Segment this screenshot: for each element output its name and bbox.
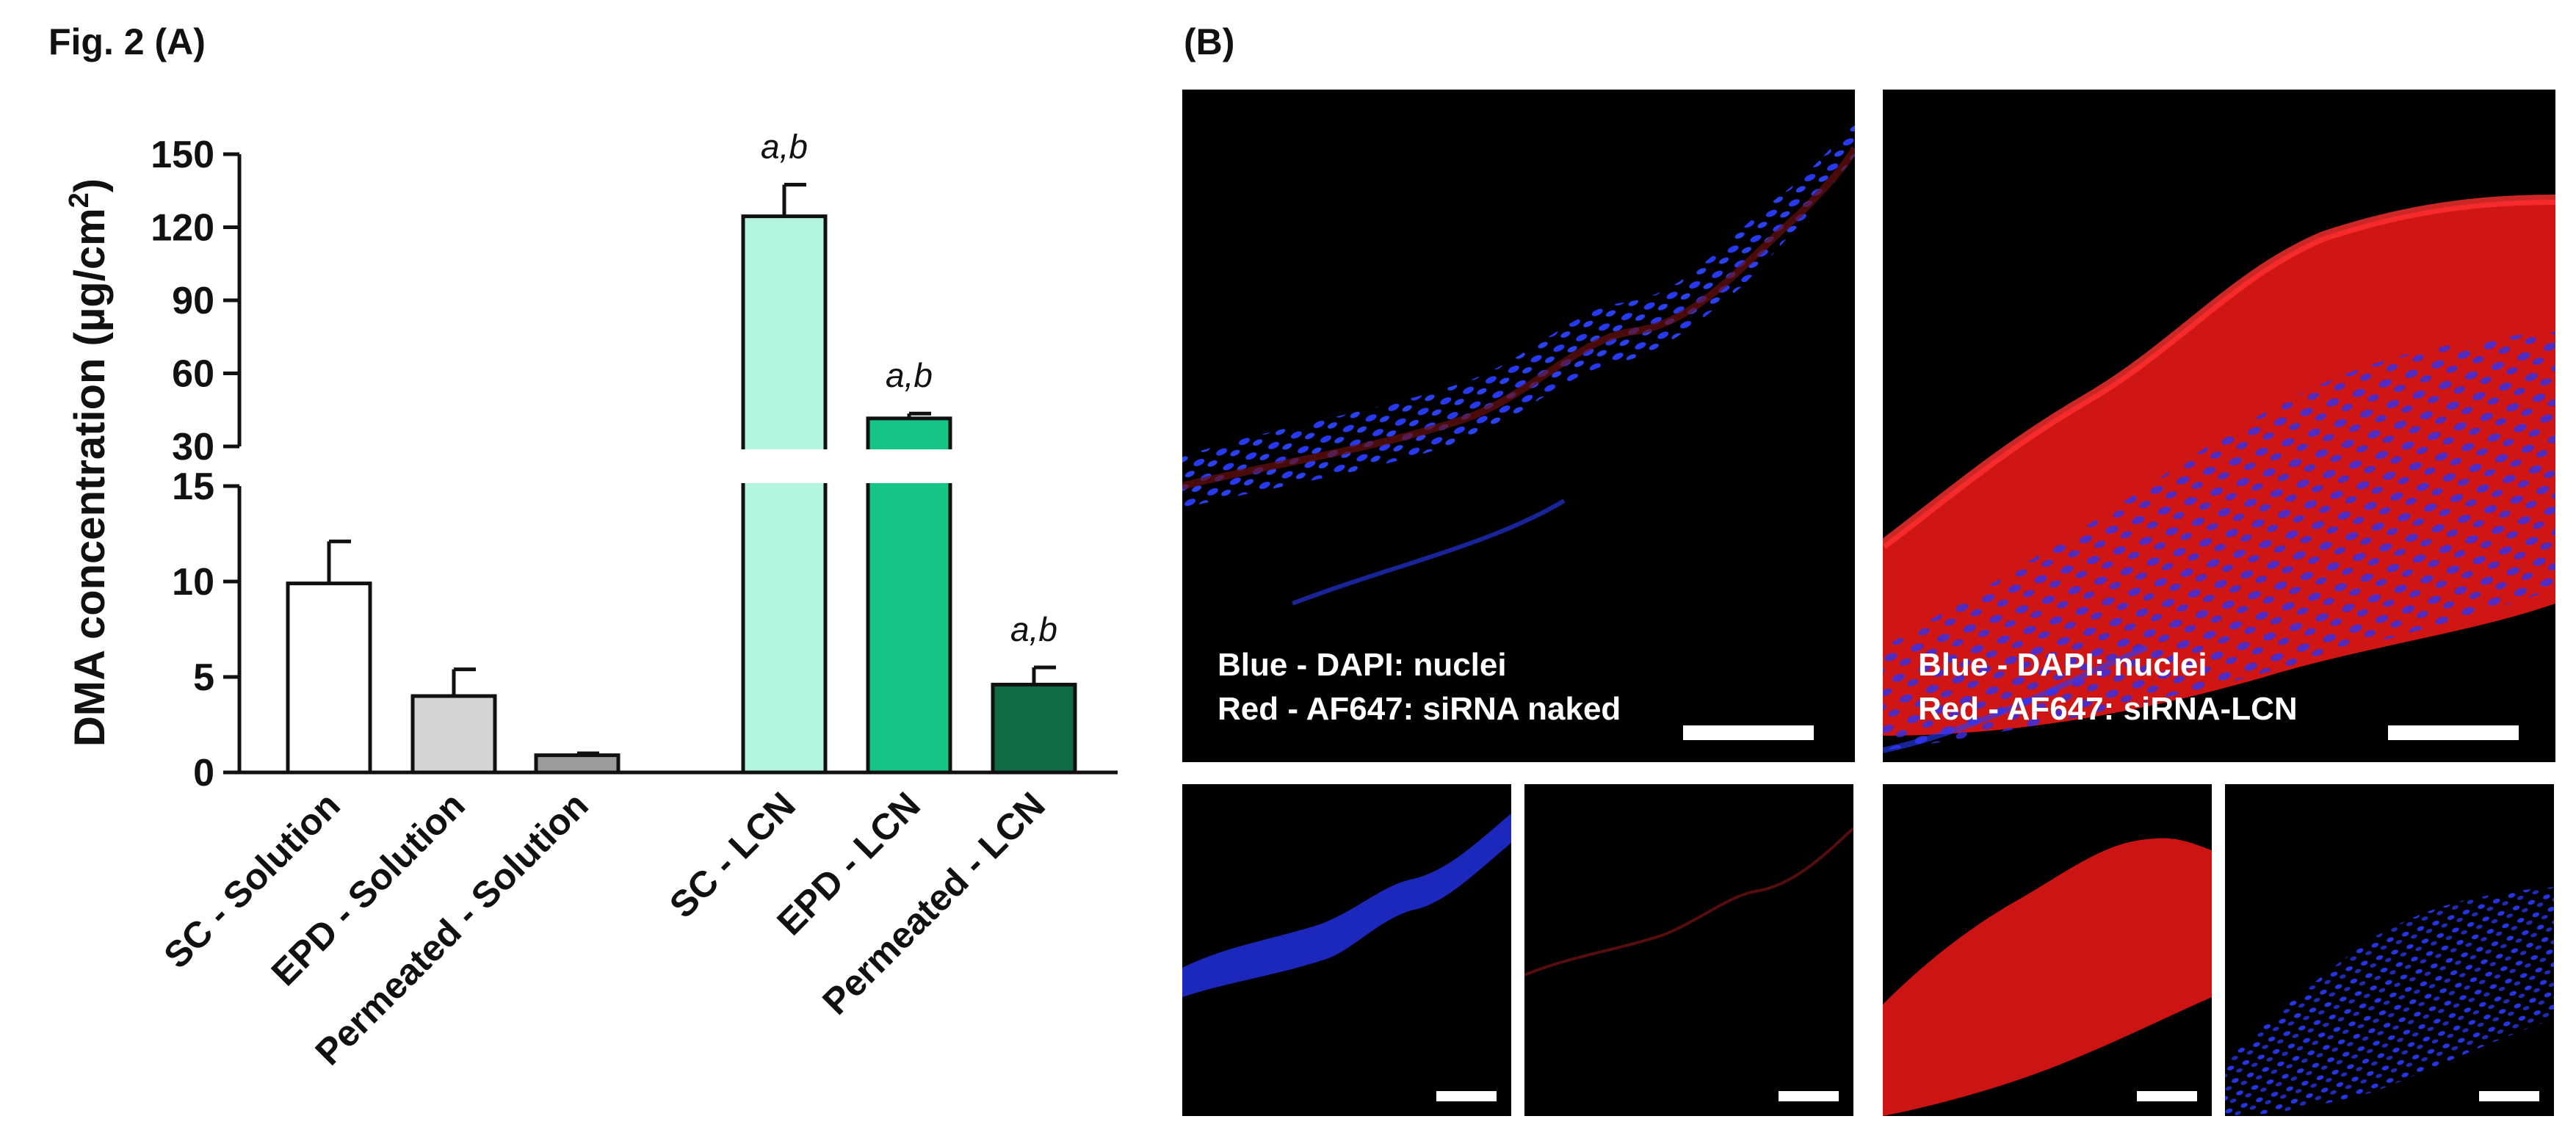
legend-naked: Blue - DAPI: nuclei Red - AF647: siRNA n… bbox=[1218, 643, 1621, 731]
scale-bar bbox=[1683, 725, 1814, 740]
micrograph-naked-af647 bbox=[1524, 784, 1853, 1116]
figure-label-a: Fig. 2 (A) bbox=[48, 21, 206, 62]
axis-break-gap bbox=[245, 449, 1124, 483]
y-tick-label: 15 bbox=[172, 466, 214, 508]
bar bbox=[741, 214, 828, 775]
y-tick-label: 30 bbox=[172, 426, 214, 468]
y-tick-label: 90 bbox=[172, 280, 214, 322]
bar bbox=[991, 682, 1077, 775]
figure-label-b: (B) bbox=[1184, 21, 1235, 62]
scale-bar bbox=[2388, 725, 2519, 740]
bar bbox=[410, 694, 497, 775]
legend-naked-line1: Blue - DAPI: nuclei bbox=[1218, 647, 1507, 683]
legend-lcn-line2: Red - AF647: siRNA-LCN bbox=[1918, 691, 2298, 727]
significance-label: a,b bbox=[1010, 610, 1057, 648]
micrograph-naked-merged: Blue - DAPI: nuclei Red - AF647: siRNA n… bbox=[1182, 90, 1855, 762]
micrograph-naked-dapi bbox=[1182, 784, 1511, 1116]
micrograph-lcn-merged: Blue - DAPI: nuclei Red - AF647: siRNA-L… bbox=[1883, 90, 2555, 762]
y-tick-label: 10 bbox=[172, 561, 214, 604]
micrograph-lcn-af647 bbox=[1883, 784, 2212, 1116]
micrograph-lcn-dapi bbox=[2225, 784, 2554, 1116]
legend-lcn-line1: Blue - DAPI: nuclei bbox=[1918, 647, 2207, 683]
scale-bar bbox=[1436, 1091, 1497, 1101]
scale-bar bbox=[2479, 1091, 2539, 1101]
bar bbox=[534, 753, 621, 775]
scale-bar bbox=[1779, 1091, 1839, 1101]
y-tick-label: 60 bbox=[172, 353, 214, 396]
legend-lcn: Blue - DAPI: nuclei Red - AF647: siRNA-L… bbox=[1918, 643, 2298, 731]
y-axis-title: DMA concentration (µg/cm2) bbox=[64, 178, 114, 747]
category-label: Permeated - LCN bbox=[814, 784, 1052, 1022]
y-tick-label: 0 bbox=[193, 752, 214, 794]
significance-label: a,b bbox=[886, 356, 933, 394]
y-tick-label: 120 bbox=[151, 207, 214, 250]
y-tick-label: 5 bbox=[193, 656, 214, 699]
bar bbox=[286, 582, 372, 775]
legend-naked-line2: Red - AF647: siRNA naked bbox=[1218, 691, 1621, 727]
scale-bar bbox=[2137, 1091, 2197, 1101]
y-tick-label: 150 bbox=[151, 134, 214, 176]
significance-label: a,b bbox=[761, 127, 808, 165]
